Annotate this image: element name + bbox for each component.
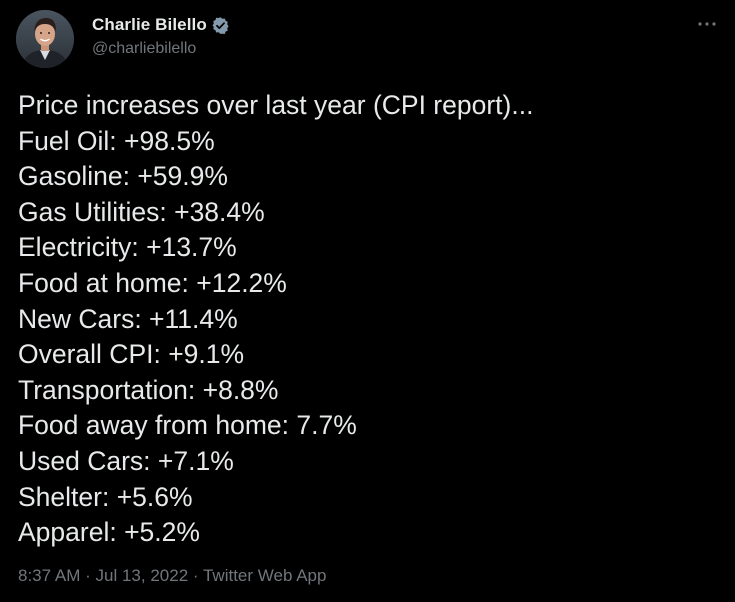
tweet-line-apparel: Apparel: +5.2% bbox=[18, 517, 200, 548]
display-name-row: Charlie Bilello bbox=[92, 14, 230, 36]
tweet-timestamp-date[interactable]: Jul 13, 2022 bbox=[95, 566, 189, 585]
user-handle[interactable]: @charliebilello bbox=[92, 40, 197, 57]
tweet-line-overall-cpi: Overall CPI: +9.1% bbox=[18, 339, 245, 370]
display-name[interactable]: Charlie Bilello bbox=[92, 15, 207, 34]
person-avatar-image bbox=[16, 10, 74, 68]
tweet-line-gasoline: Gasoline: +59.9% bbox=[18, 161, 228, 192]
tweet-line-electricity: Electricity: +13.7% bbox=[18, 232, 237, 263]
meta-separator: · bbox=[85, 566, 91, 585]
tweet-metadata: 8:37 AM · Jul 13, 2022 · Twitter Web App bbox=[18, 566, 326, 586]
tweet-line-food-away-from-home: Food away from home: 7.7% bbox=[18, 410, 357, 441]
verified-badge-icon bbox=[211, 16, 230, 35]
tweet-source[interactable]: Twitter Web App bbox=[202, 566, 327, 585]
tweet-line-gas-utilities: Gas Utilities: +38.4% bbox=[18, 196, 265, 227]
tweet-line-food-at-home: Food at home: +12.2% bbox=[18, 267, 287, 298]
tweet-text: Price increases over last year (CPI repo… bbox=[18, 88, 718, 551]
tweet-line-used-cars: Used Cars: +7.1% bbox=[18, 445, 234, 476]
tweet-line-transportation: Transportation: +8.8% bbox=[18, 374, 279, 405]
tweet-line-fuel-oil: Fuel Oil: +98.5% bbox=[18, 125, 215, 156]
tweet-line-headline: Price increases over last year (CPI repo… bbox=[18, 90, 534, 120]
tweet-line-shelter: Shelter: +5.6% bbox=[18, 481, 193, 512]
user-info: Charlie Bilello @charliebilello bbox=[92, 14, 230, 58]
tweet-timestamp-time[interactable]: 8:37 AM bbox=[18, 566, 81, 585]
more-horizontal-icon[interactable] bbox=[695, 14, 719, 34]
tweet-header: Charlie Bilello @charliebilello bbox=[16, 10, 719, 68]
avatar[interactable] bbox=[16, 10, 74, 68]
meta-separator: · bbox=[192, 566, 199, 585]
tweet-line-new-cars: New Cars: +11.4% bbox=[18, 303, 238, 334]
